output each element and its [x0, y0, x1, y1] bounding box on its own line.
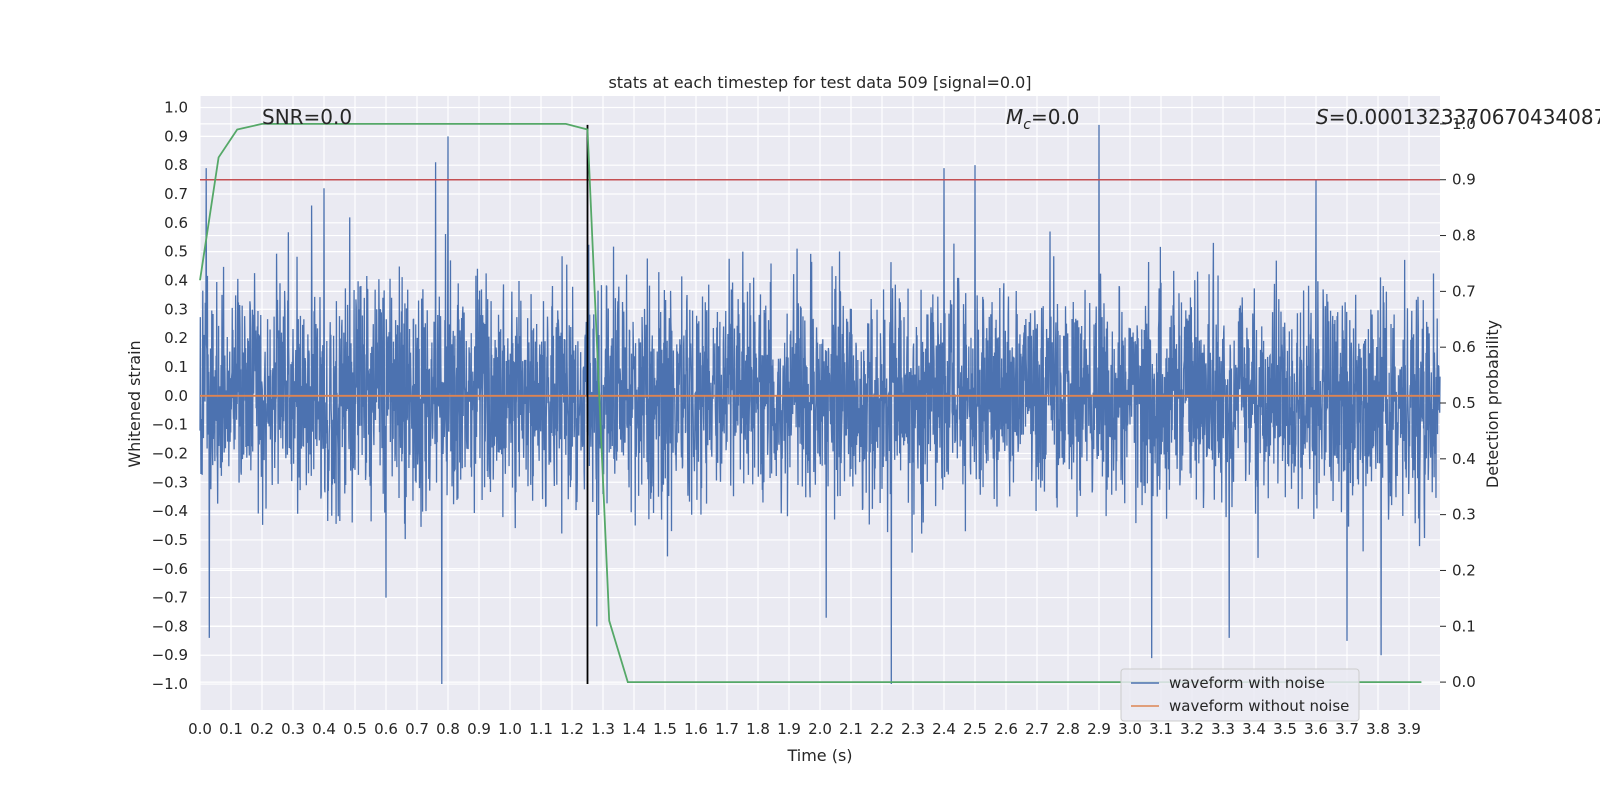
x-tick-label: 2.9: [1087, 720, 1111, 738]
y-axis-ticks: 1.0 0.9 0.8 0.7 0.6 0.5 0.4 0.3 0.2 0.1 0.0 −0.1 −0.…: [152, 99, 188, 694]
y-tick-label: 0.4: [164, 271, 188, 289]
noise-waveform-line: [199, 124, 1441, 685]
y2-tick-label: 0.1: [1452, 617, 1476, 635]
y-tick-label: 0.3: [164, 300, 188, 318]
x-tick-label: 3.6: [1304, 720, 1328, 738]
x-tick-label: 3.0: [1118, 720, 1142, 738]
s-annotation: S=0.00013233706704340875: [1316, 105, 1600, 129]
legend-label-clean: waveform without noise: [1169, 697, 1349, 715]
y-tick-label: 0.2: [164, 329, 188, 347]
y-tick-label: 0.5: [164, 243, 188, 261]
y-tick-label: 0.7: [164, 185, 188, 203]
y-tick-label: −0.5: [152, 531, 188, 549]
x-tick-label: 1.8: [746, 720, 770, 738]
x-axis-title: Time (s): [786, 746, 852, 765]
y2-tick-label: 0.4: [1452, 450, 1476, 468]
x-tick-label: 2.5: [963, 720, 987, 738]
s-symbol: S: [1316, 105, 1329, 129]
y-tick-label: −0.3: [152, 473, 188, 491]
y-tick-label: 0.0: [164, 387, 188, 405]
x-tick-label: 2.4: [932, 720, 956, 738]
y-tick-label: 0.1: [164, 358, 188, 376]
x-tick-label: 2.0: [808, 720, 832, 738]
y-tick-label: 1.0: [164, 99, 188, 117]
x-tick-label: 1.6: [684, 720, 708, 738]
x-tick-label: 0.4: [312, 720, 336, 738]
y-axis-title: Whitened strain: [125, 340, 144, 467]
x-tick-label: 0.8: [436, 720, 460, 738]
y-tick-label: −0.9: [152, 646, 188, 664]
chirp-mass-subscript: c: [1023, 117, 1031, 133]
legend: waveform with noise waveform without noi…: [1120, 668, 1360, 722]
x-tick-label: 3.8: [1366, 720, 1390, 738]
x-tick-label: 3.1: [1149, 720, 1173, 738]
y-tick-label: −0.2: [152, 444, 188, 462]
detection-probability-line: [199, 123, 1422, 683]
right-y-axis-title: Detection probability: [1483, 320, 1502, 488]
x-tick-label: 2.2: [870, 720, 894, 738]
x-tick-label: 1.7: [715, 720, 739, 738]
y2-tick-label: 0.7: [1452, 282, 1476, 300]
x-tick-label: 3.7: [1335, 720, 1359, 738]
x-tick-label: 0.0: [188, 720, 212, 738]
x-tick-label: 1.9: [777, 720, 801, 738]
y-tick-label: −0.4: [152, 502, 188, 520]
x-tick-label: 0.6: [374, 720, 398, 738]
snr-annotation: SNR=0.0: [262, 105, 352, 129]
x-tick-label: 1.3: [591, 720, 615, 738]
y2-tick-label: 0.9: [1452, 171, 1476, 189]
y-tick-label: −0.7: [152, 589, 188, 607]
y-tick-label: −0.1: [152, 416, 188, 434]
x-tick-label: 3.9: [1397, 720, 1421, 738]
y2-tick-label: 1.0: [1452, 115, 1476, 133]
chirp-mass-value: =0.0: [1031, 105, 1080, 129]
x-tick-label: 1.2: [560, 720, 584, 738]
y2-tick-label: 0.6: [1452, 338, 1476, 356]
s-value: =0.00013233706704340875: [1329, 105, 1600, 129]
overlay-lines: [199, 123, 1440, 685]
y-tick-label: −1.0: [152, 675, 188, 693]
x-tick-label: 0.5: [343, 720, 367, 738]
y2-tick-label: 0.8: [1452, 227, 1476, 245]
x-tick-label: 1.1: [529, 720, 553, 738]
y-tick-label: −0.8: [152, 617, 188, 635]
chirp-mass-symbol: M: [1006, 105, 1023, 129]
y2-tick-label: 0.3: [1452, 506, 1476, 524]
x-tick-label: 0.2: [250, 720, 274, 738]
y-tick-label: 0.6: [164, 214, 188, 232]
x-tick-label: 2.1: [839, 720, 863, 738]
x-tick-label: 0.7: [405, 720, 429, 738]
x-tick-label: 1.5: [653, 720, 677, 738]
x-tick-label: 1.0: [498, 720, 522, 738]
x-tick-label: 2.7: [1025, 720, 1049, 738]
x-tick-label: 0.1: [219, 720, 243, 738]
y2-tick-label: 0.2: [1452, 561, 1476, 579]
x-tick-label: 2.3: [901, 720, 925, 738]
x-tick-label: 2.6: [994, 720, 1018, 738]
y-tick-label: 0.9: [164, 127, 188, 145]
chart-title: stats at each timestep for test data 509…: [608, 73, 1031, 92]
x-tick-label: 2.8: [1056, 720, 1080, 738]
y-tick-label: 0.8: [164, 156, 188, 174]
x-tick-label: 3.2: [1180, 720, 1204, 738]
legend-label-noise: waveform with noise: [1169, 674, 1325, 692]
x-tick-label: 3.4: [1242, 720, 1266, 738]
x-tick-label: 0.9: [467, 720, 491, 738]
chirp-mass-annotation: Mc=0.0: [1006, 105, 1080, 133]
y2-tick-label: 0.0: [1452, 673, 1476, 691]
x-tick-label: 0.3: [281, 720, 305, 738]
y2-tick-label: 0.5: [1452, 394, 1476, 412]
noise-waveform-series: [199, 124, 1441, 685]
right-y-axis-ticks: 1.0 0.9 0.8 0.7 0.6 0.5 0.4 0.3 0.2 0.1 0.0: [1440, 115, 1476, 691]
legend-box: [1120, 668, 1360, 722]
x-tick-label: 3.5: [1273, 720, 1297, 738]
x-axis-ticks: 0.0 0.1 0.2 0.3 0.4 0.5 0.6 0.7 0.8 0.9 1.0 1.1 1.2 1…: [188, 720, 1421, 738]
x-tick-label: 1.4: [622, 720, 646, 738]
y-tick-label: −0.6: [152, 560, 188, 578]
x-tick-label: 3.3: [1211, 720, 1235, 738]
